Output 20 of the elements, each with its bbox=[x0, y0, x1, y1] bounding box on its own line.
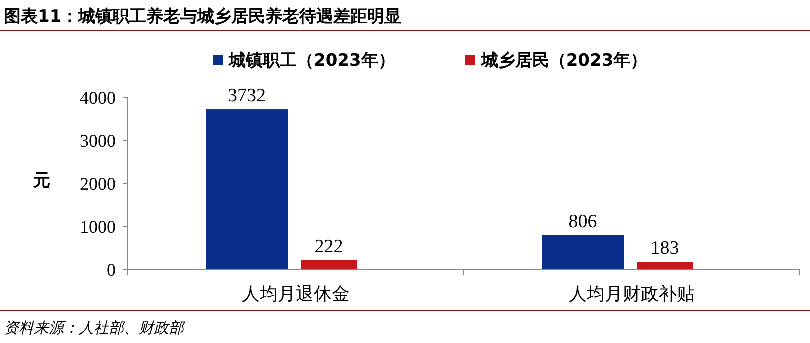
bar bbox=[637, 262, 693, 270]
x-tick-label: 人均月财政补贴 bbox=[569, 284, 695, 305]
y-tick-label: 4000 bbox=[80, 88, 116, 108]
legend-label: 城镇职工（2023年） bbox=[228, 51, 396, 71]
legend-label: 城乡居民（2023年） bbox=[480, 51, 648, 71]
bar bbox=[301, 260, 357, 270]
y-tick-label: 3000 bbox=[80, 131, 116, 151]
chart-title: 图表11：城镇职工养老与城乡居民养老待遇差距明显 bbox=[4, 7, 402, 27]
text: 资料来源：人社部、财政部 bbox=[4, 319, 186, 337]
data-label: 183 bbox=[650, 238, 680, 260]
x-tick-label: 人均月退休金 bbox=[242, 284, 350, 305]
data-label: 222 bbox=[314, 236, 344, 258]
data-label: 3732 bbox=[228, 86, 266, 107]
bar bbox=[542, 235, 624, 270]
y-tick-label: 0 bbox=[107, 260, 116, 280]
bar bbox=[206, 110, 288, 270]
y-axis-title: 元 bbox=[32, 171, 50, 191]
y-tick-label: 1000 bbox=[80, 217, 116, 237]
y-tick-label: 2000 bbox=[80, 174, 116, 194]
data-label: 806 bbox=[568, 211, 598, 232]
